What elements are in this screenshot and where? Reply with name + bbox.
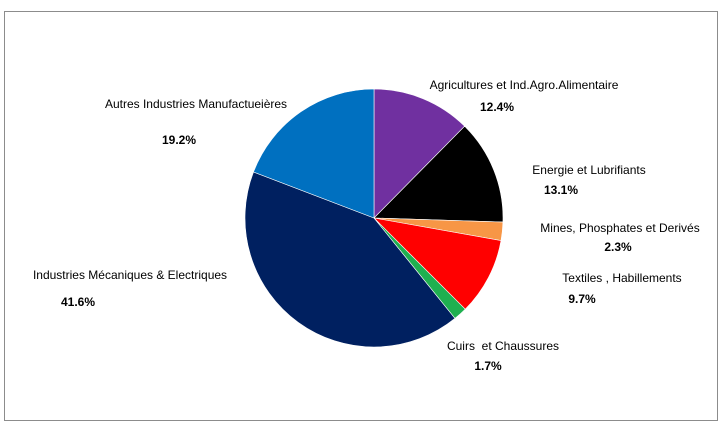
slice-label-autres-industries: Autres Industries Manufactueières 19.2% — [105, 97, 287, 147]
pie-slice-6 — [253, 88, 375, 219]
slice-name-textiles: Textiles , Habillements — [562, 271, 681, 285]
slice-name-energie: Energie et Lubrifiants — [532, 163, 645, 177]
slice-value-autres-industries: 19.2% — [162, 133, 196, 147]
slice-label-cuirs: Cuirs et Chaussures 1.7% — [447, 339, 559, 373]
pie-slice-1 — [373, 125, 504, 223]
slice-label-textiles: Textiles , Habillements 9.7% — [562, 271, 681, 306]
slice-name-agricultures: Agricultures et Ind.Agro.Alimentaire — [430, 78, 619, 92]
slice-label-agricultures: Agricultures et Ind.Agro.Alimentaire 12.… — [430, 78, 619, 114]
pie-slice-3 — [373, 217, 502, 310]
slice-label-industries-mecaniques: Industries Mécaniques & Electriques 41.6… — [33, 268, 227, 309]
slice-value-energie: 13.1% — [544, 183, 578, 197]
slice-label-energie: Energie et Lubrifiants 13.1% — [532, 163, 645, 197]
pie-slice-0 — [373, 88, 466, 219]
slice-value-mines: 2.3% — [604, 240, 632, 254]
pie-slices — [244, 88, 504, 348]
slice-label-mines: Mines, Phosphates et Derivés 2.3% — [540, 221, 699, 254]
slice-value-agricultures: 12.4% — [480, 100, 514, 114]
slice-name-mines: Mines, Phosphates et Derivés — [540, 221, 699, 235]
slice-value-cuirs: 1.7% — [474, 359, 502, 373]
slice-value-industries-mecaniques: 41.6% — [61, 295, 95, 309]
slice-value-textiles: 9.7% — [568, 292, 596, 306]
slice-name-cuirs: Cuirs et Chaussures — [447, 339, 559, 353]
slice-name-industries-mecaniques: Industries Mécaniques & Electriques — [33, 268, 227, 282]
pie-slice-5 — [244, 171, 456, 348]
slice-name-autres-industries: Autres Industries Manufactueières — [105, 97, 287, 111]
